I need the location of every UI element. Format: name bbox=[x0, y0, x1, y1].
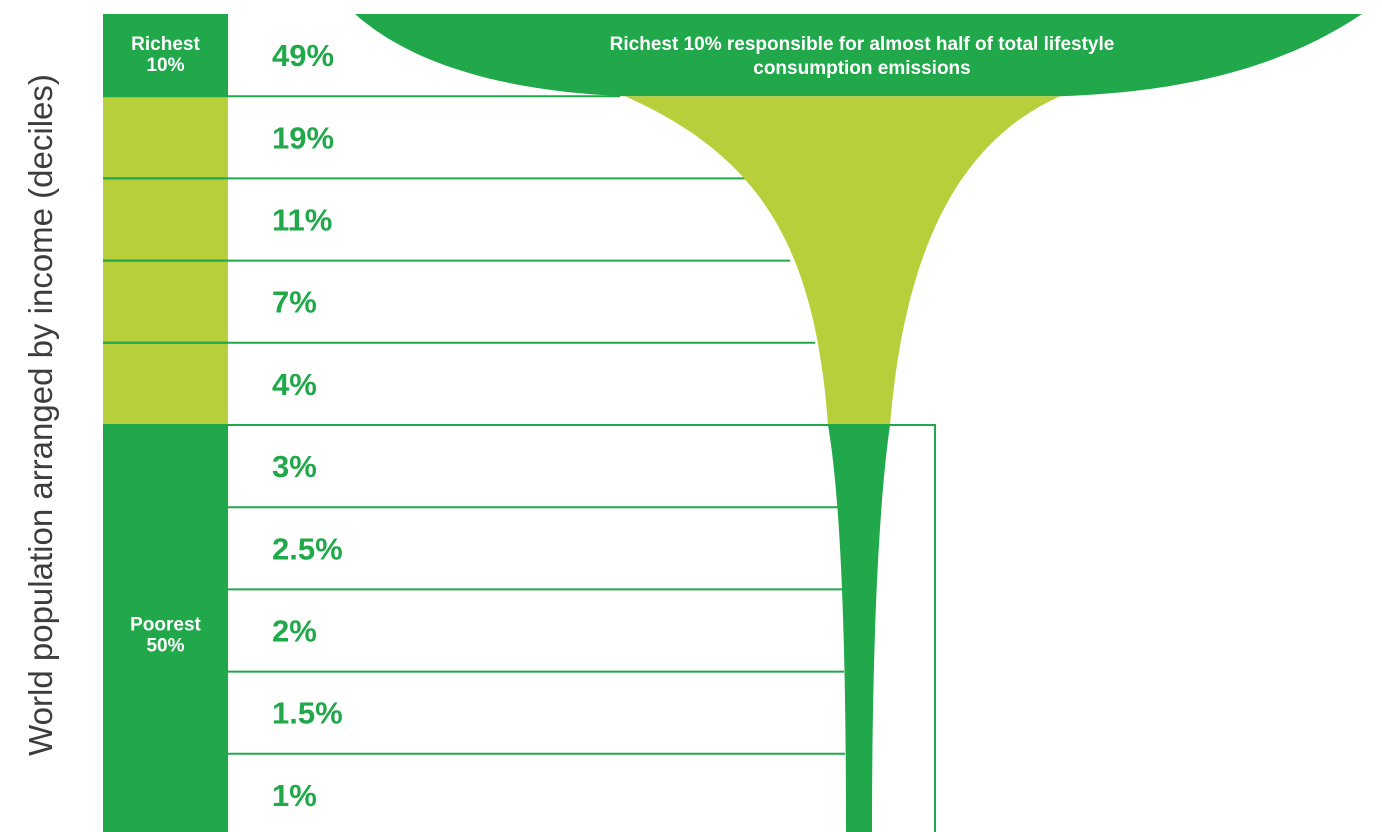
decile-block bbox=[103, 425, 228, 508]
value-label: 1% bbox=[272, 778, 317, 813]
value-label: 2.5% bbox=[272, 531, 343, 566]
value-label: 3% bbox=[272, 449, 317, 484]
decile-rows: 49% 19% 11% 7% 4% 3% 2.5% 2% 1.5% 1% bbox=[103, 38, 845, 813]
value-label: 4% bbox=[272, 367, 317, 402]
group-sidebar: Richest 10% Poorest 50% bbox=[103, 14, 228, 832]
richest-label: Richest 10% bbox=[131, 34, 200, 76]
poorest-box bbox=[228, 424, 936, 832]
value-label: 11% bbox=[272, 203, 332, 238]
funnel-richest bbox=[355, 14, 1362, 97]
decile-block bbox=[103, 671, 228, 755]
value-label: 7% bbox=[272, 285, 317, 320]
decile-block bbox=[103, 260, 228, 344]
value-label: 49% bbox=[272, 38, 334, 73]
funnel-poorest bbox=[828, 425, 890, 832]
decile-block bbox=[103, 96, 228, 179]
value-label: 19% bbox=[272, 120, 334, 155]
decile-block bbox=[103, 507, 228, 590]
value-label: 2% bbox=[272, 614, 317, 649]
annotation-text: Richest 10% responsible for almost half … bbox=[610, 34, 1115, 79]
value-label: 1.5% bbox=[272, 696, 343, 731]
decile-block bbox=[103, 14, 228, 97]
decile-block bbox=[103, 753, 228, 832]
emissions-funnel bbox=[228, 14, 1362, 832]
decile-block bbox=[103, 178, 228, 262]
funnel-middle bbox=[625, 96, 1060, 425]
decile-block bbox=[103, 342, 228, 426]
annotation: Richest 10% responsible for almost half … bbox=[610, 34, 1115, 79]
y-axis-label: World population arranged by income (dec… bbox=[22, 74, 59, 756]
poorest-label: Poorest 50% bbox=[130, 615, 201, 657]
decile-block bbox=[103, 589, 228, 673]
